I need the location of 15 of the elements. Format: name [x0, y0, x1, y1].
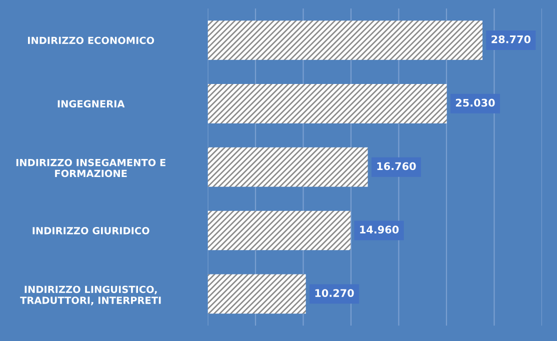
- data-label: 16.760: [377, 162, 416, 170]
- data-label: 25.030: [456, 98, 495, 107]
- data-label: 28.770: [492, 35, 531, 44]
- y-tick-label: INDIRIZZO GIURIDICO: [32, 226, 150, 234]
- bar: [208, 210, 351, 250]
- bar: [208, 274, 306, 314]
- data-label: 14.960: [360, 226, 399, 234]
- y-tick-label: INDIRIZZO LINGUISTICO, TRADUTTORI, INTERPRETI: [20, 286, 161, 306]
- bar: [208, 84, 447, 124]
- bar: [208, 147, 368, 187]
- data-label: 10.270: [315, 289, 354, 297]
- y-tick-label: INDIRIZZO INSEGAMENTO E FORMAZIONE: [16, 158, 166, 178]
- bar: [208, 20, 482, 60]
- y-tick-label: INGEGNERIA: [58, 100, 125, 108]
- y-tick-label: INDIRIZZO ECONOMICO: [28, 36, 154, 44]
